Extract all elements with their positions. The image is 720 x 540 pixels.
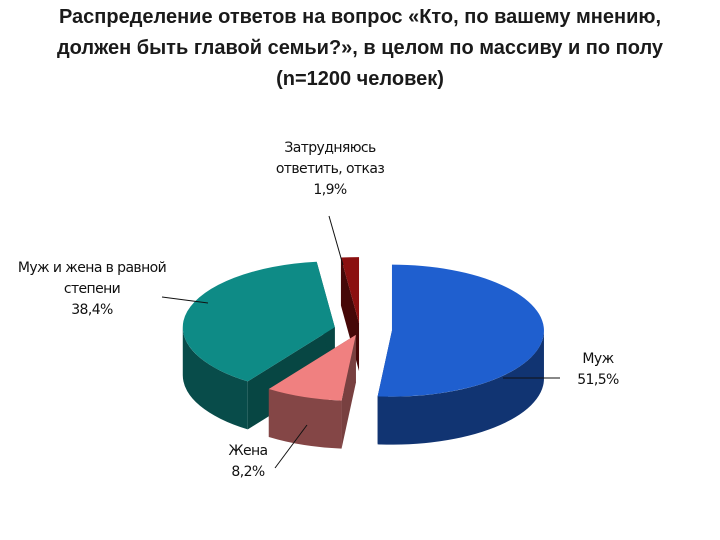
chart-title: Распределение ответов на вопрос «Кто, по… [0, 2, 720, 95]
slice-label-4-line-2: ответить, отказ [276, 161, 385, 177]
slice-label-2-line-1: Жена [228, 443, 267, 459]
title-line-1: Распределение ответов на вопрос «Кто, по… [58, 6, 662, 28]
slice-label-3-line-3: 38,4% [71, 302, 113, 318]
slice-4 [340, 257, 360, 324]
leader-lines [161, 215, 560, 469]
leader-line-4 [328, 215, 344, 266]
slice-1 [377, 264, 544, 397]
slice-label-1-line-1: Муж [582, 351, 614, 367]
slice-side-2-0 [182, 327, 248, 430]
slice-label-4-line-1: Затрудняюсь [284, 140, 376, 156]
slice-label-2: Жена 8,2% [228, 443, 267, 480]
slice-3 [182, 261, 335, 382]
title-line-2: должен быть главой семьи?», в целом по м… [56, 37, 664, 59]
slice-labels: Муж 51,5% Жена 8,2% Муж и жена в равной степе… [18, 140, 620, 480]
slice-label-4: Затрудняюсь ответить, отказ 1,9% [276, 140, 385, 198]
slice-label-3: Муж и жена в равной степени 38,4% [18, 260, 166, 318]
slice-side-0-0 [377, 330, 544, 445]
slice-label-3-line-2: степени [64, 281, 120, 297]
slice-2 [268, 334, 356, 401]
title-line-3: (n=1200 человек) [276, 68, 444, 90]
pie-tops [182, 257, 544, 401]
slice-label-1-line-2: 51,5% [577, 372, 619, 388]
leader-line-3 [161, 296, 209, 304]
leader-line-2 [274, 424, 308, 469]
slice-side-1-0 [268, 389, 342, 449]
slice-label-3-line-1: Муж и жена в равной [18, 260, 166, 276]
slice-label-4-line-3: 1,9% [313, 182, 346, 198]
slice-label-2-line-2: 8,2% [231, 464, 264, 480]
slice-label-1: Муж 51,5% [577, 351, 619, 388]
